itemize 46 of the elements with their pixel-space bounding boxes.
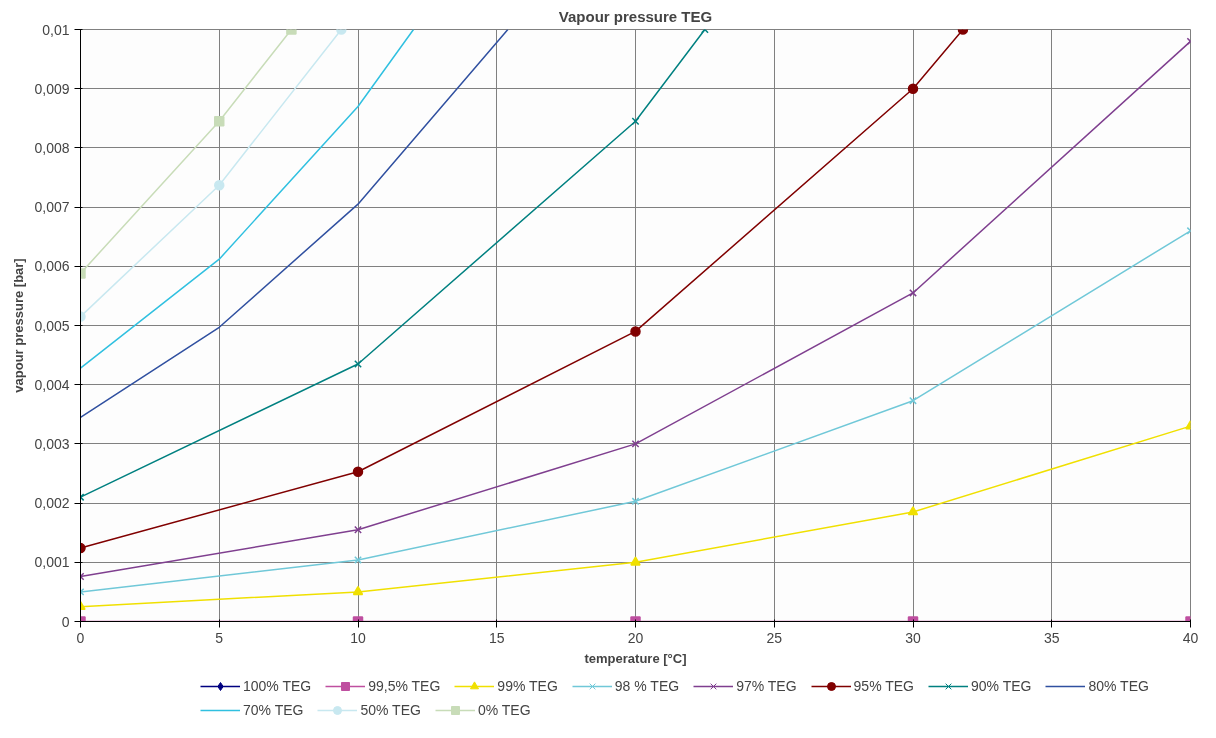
legend-label: 95% TEG [853,678,914,694]
legend-label: 90% TEG [971,678,1032,694]
y-tick-label: 0,004 [34,376,70,393]
y-tick-label: 0,01 [42,21,70,38]
legend-label: 0% TEG [477,702,531,718]
legend-label: 100% TEG [243,678,312,694]
y-tick-label: 0,001 [34,554,70,571]
legend-label: 70% TEG [243,702,304,718]
x-tick-label: 15 [488,629,505,646]
y-tick-label: 0,009 [34,80,70,97]
x-tick-label: 30 [905,629,921,646]
y-axis-title: vapour pressure [bar] [11,258,27,393]
legend-label: 99,5% TEG [368,678,441,694]
line-series [80,29,415,369]
point [354,556,362,564]
x-tick-label: 10 [350,629,366,646]
line-series [80,29,509,419]
y-tick-label: 0,005 [34,317,70,334]
x-axis-title: temperature [°C] [584,650,687,666]
y-tick-label: 0,003 [34,435,70,452]
point [354,360,362,368]
x-tick-label: 5 [215,629,224,646]
point [907,506,919,516]
point [907,83,919,94]
chart-title: Vapour pressure TEG [558,7,713,25]
x-tick-label: 0 [76,629,85,646]
point [214,179,225,191]
legend-label: 80% TEG [1088,678,1149,694]
y-tick-label: 0 [61,613,70,630]
x-tick-label: 20 [627,629,644,646]
y-tick-label: 0,008 [34,139,70,156]
point [352,466,364,477]
y-tick-label: 0,006 [34,258,70,275]
point [630,326,641,337]
legend-label: 98 % TEG [614,678,680,694]
legend-label: 97% TEG [736,678,797,694]
x-tick-label: 25 [766,629,783,646]
legend-label: 50% TEG [360,702,421,718]
point [630,556,641,566]
x-tick-label: 40 [1182,629,1199,646]
y-tick-label: 0,002 [34,495,70,512]
point [214,116,225,127]
legend-label: 99% TEG [497,678,558,694]
y-tick-label: 0,007 [34,199,70,216]
point [352,585,364,596]
x-tick-label: 35 [1043,629,1060,646]
